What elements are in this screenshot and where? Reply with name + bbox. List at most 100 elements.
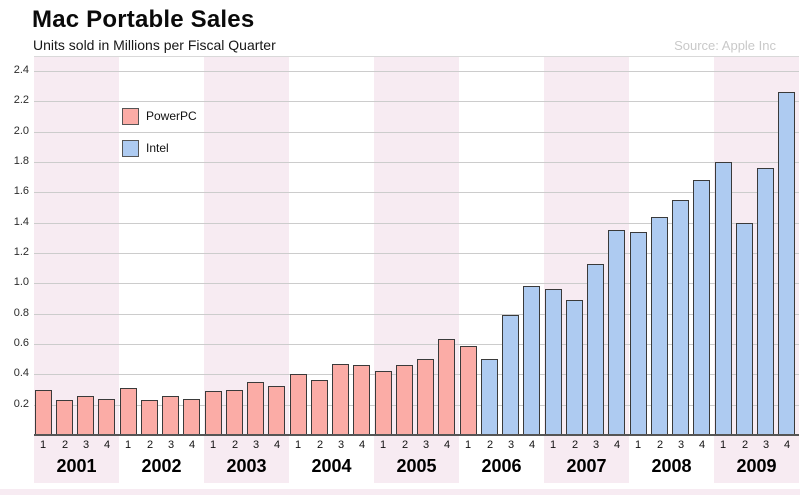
quarter-tick-2009-q3: 3 (762, 439, 770, 451)
chart-title: Mac Portable Sales (32, 6, 255, 33)
quarter-tick-2001-q4: 4 (103, 439, 111, 451)
legend-entry-powerpc: PowerPC (122, 107, 197, 125)
bar-powerpc-2005-q3 (417, 359, 434, 435)
year-label-2009: 2009 (736, 456, 777, 476)
bar-powerpc-2003-q3 (247, 382, 264, 435)
year-label-2006: 2006 (481, 456, 522, 476)
bar-intel-2007-q1 (545, 289, 562, 435)
gridline-1.8 (34, 162, 799, 163)
gridline-1.0 (34, 283, 799, 284)
year-label-2007: 2007 (566, 456, 607, 476)
quarter-tick-2004-q2: 2 (316, 439, 324, 451)
quarter-tick-2007-q1: 1 (549, 439, 557, 451)
quarter-tick-2009-q2: 2 (741, 439, 749, 451)
bottom-margin-strip (0, 489, 800, 495)
gridline-0.4 (34, 374, 799, 375)
quarter-tick-2004-q3: 3 (337, 439, 345, 451)
y-tick-label-0.2: 0.2 (13, 398, 29, 410)
source-note: Source: Apple Inc (674, 38, 776, 53)
quarter-tick-2002-q4: 4 (188, 439, 196, 451)
gridline-1.4 (34, 223, 799, 224)
quarter-tick-2005-q4: 4 (443, 439, 451, 451)
bar-intel-2007-q3 (587, 264, 604, 435)
quarter-tick-2001-q1: 1 (39, 439, 47, 451)
year-label-2002: 2002 (141, 456, 182, 476)
year-label-2004: 2004 (311, 456, 352, 476)
bar-intel-2009-q4 (778, 92, 795, 435)
bar-powerpc-2002-q4 (183, 399, 200, 435)
bar-intel-2009-q2 (736, 223, 753, 435)
gridline-1.2 (34, 253, 799, 254)
y-tick-label-0.4: 0.4 (13, 367, 29, 379)
quarter-tick-2007-q2: 2 (571, 439, 579, 451)
quarter-tick-2006-q3: 3 (507, 439, 515, 451)
bar-powerpc-2001-q3 (77, 396, 94, 435)
quarter-tick-2002-q3: 3 (167, 439, 175, 451)
quarter-tick-2003-q2: 2 (231, 439, 239, 451)
gridline-0.8 (34, 314, 799, 315)
bar-intel-2007-q2 (566, 300, 583, 435)
y-tick-label-1.2: 1.2 (13, 246, 29, 258)
quarter-tick-2002-q2: 2 (146, 439, 154, 451)
bar-intel-2009-q3 (757, 168, 774, 435)
legend: PowerPC Intel (122, 107, 197, 171)
quarter-tick-2005-q2: 2 (401, 439, 409, 451)
bar-powerpc-2005-q1 (375, 371, 392, 435)
quarter-tick-2003-q3: 3 (252, 439, 260, 451)
quarter-tick-2004-q1: 1 (294, 439, 302, 451)
y-tick-label-0.8: 0.8 (13, 307, 29, 319)
quarter-tick-2008-q3: 3 (677, 439, 685, 451)
bar-intel-2006-q3 (502, 315, 519, 435)
quarter-tick-2003-q4: 4 (273, 439, 281, 451)
quarter-tick-2001-q3: 3 (82, 439, 90, 451)
bar-powerpc-2002-q1 (120, 388, 137, 435)
year-label-2005: 2005 (396, 456, 437, 476)
quarter-tick-2009-q4: 4 (783, 439, 791, 451)
quarter-tick-2008-q2: 2 (656, 439, 664, 451)
gridline-0.2 (34, 405, 799, 406)
y-tick-label-1.6: 1.6 (13, 185, 29, 197)
year-label-2001: 2001 (56, 456, 97, 476)
chart-subtitle: Units sold in Millions per Fiscal Quarte… (33, 37, 276, 53)
powerpc-swatch-icon (122, 107, 139, 125)
y-tick-label-0.6: 0.6 (13, 337, 29, 349)
bar-powerpc-2004-q1 (290, 374, 307, 435)
quarter-tick-2007-q3: 3 (592, 439, 600, 451)
y-tick-label-2.0: 2.0 (13, 125, 29, 137)
gridline-2.2 (34, 101, 799, 102)
bar-powerpc-2004-q3 (332, 364, 349, 435)
quarter-tick-2002-q1: 1 (124, 439, 132, 451)
bar-intel-2009-q1 (715, 162, 732, 435)
legend-label-intel: Intel (146, 141, 169, 155)
bar-intel-2008-q3 (672, 200, 689, 435)
bar-intel-2006-q4 (523, 286, 540, 435)
bar-powerpc-2005-q4 (438, 339, 455, 435)
y-tick-label-1.8: 1.8 (13, 155, 29, 167)
intel-swatch-icon (122, 139, 139, 157)
quarter-tick-2005-q1: 1 (379, 439, 387, 451)
y-tick-label-2.4: 2.4 (13, 64, 29, 76)
gridline-2.0 (34, 132, 799, 133)
bar-powerpc-2005-q2 (396, 365, 413, 435)
quarter-tick-2006-q2: 2 (486, 439, 494, 451)
year-label-2008: 2008 (651, 456, 692, 476)
bar-powerpc-2003-q2 (226, 390, 243, 435)
bar-powerpc-2004-q2 (311, 380, 328, 435)
bar-intel-2008-q4 (693, 180, 710, 435)
year-label-2003: 2003 (226, 456, 267, 476)
bar-intel-2007-q4 (608, 230, 625, 435)
plot-top-line (34, 56, 799, 57)
gridline-2.4 (34, 71, 799, 72)
y-tick-label-1.0: 1.0 (13, 276, 29, 288)
gridline-0.6 (34, 344, 799, 345)
quarter-tick-2003-q1: 1 (209, 439, 217, 451)
bar-powerpc-2002-q3 (162, 396, 179, 435)
bar-powerpc-2001-q4 (98, 399, 115, 435)
gridline-1.6 (34, 192, 799, 193)
y-tick-label-1.4: 1.4 (13, 216, 29, 228)
bar-powerpc-2001-q1 (35, 390, 52, 435)
quarter-tick-2001-q2: 2 (61, 439, 69, 451)
quarter-tick-2005-q3: 3 (422, 439, 430, 451)
bar-powerpc-2006-q1 (460, 346, 477, 435)
